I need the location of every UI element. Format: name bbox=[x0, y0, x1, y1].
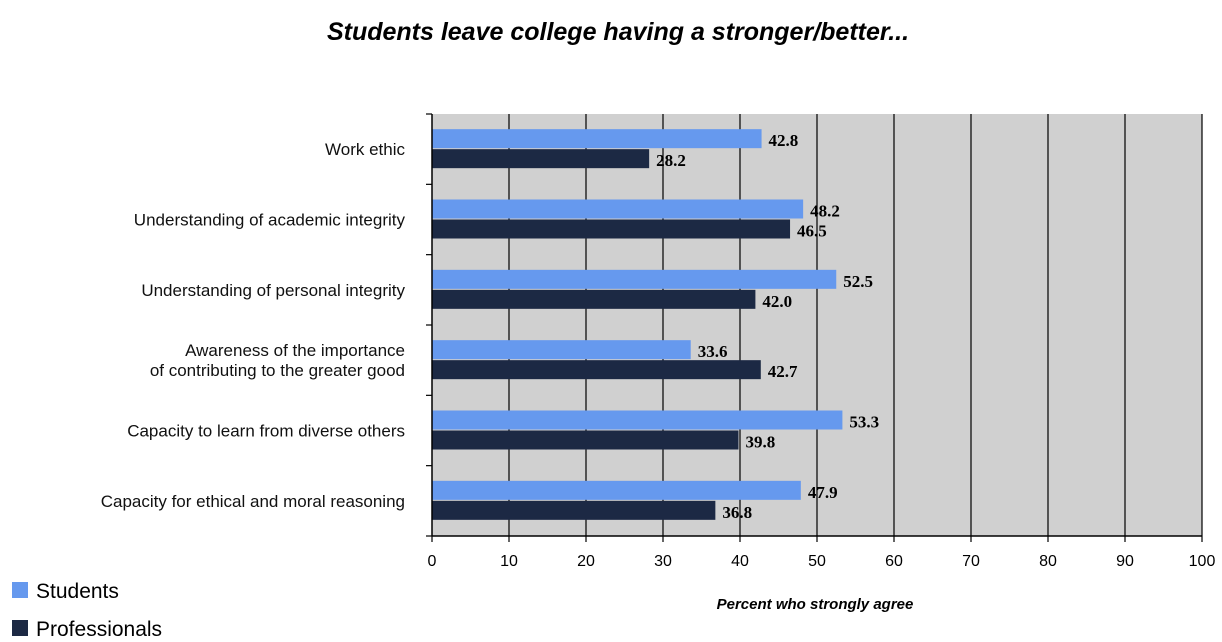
x-tick-label: 20 bbox=[577, 553, 595, 570]
bar-students bbox=[432, 269, 837, 289]
data-label: 48.2 bbox=[810, 202, 840, 221]
bar-students bbox=[432, 480, 801, 500]
legend: Students Professionals bbox=[12, 580, 162, 641]
data-label: 42.8 bbox=[769, 131, 799, 150]
x-tick-label: 100 bbox=[1189, 553, 1216, 570]
data-label: 39.8 bbox=[745, 433, 775, 452]
data-label: 47.9 bbox=[808, 483, 838, 502]
x-tick-label: 10 bbox=[500, 553, 518, 570]
category-label: of contributing to the greater good bbox=[150, 361, 405, 380]
data-label: 53.3 bbox=[849, 413, 879, 432]
data-label: 28.2 bbox=[656, 151, 686, 170]
bar-professionals bbox=[432, 500, 716, 520]
x-tick-label: 0 bbox=[428, 553, 437, 570]
category-label: Understanding of personal integrity bbox=[141, 281, 405, 300]
category-label: Capacity to learn from diverse others bbox=[127, 422, 405, 441]
data-label: 33.6 bbox=[698, 342, 728, 361]
data-label: 46.5 bbox=[797, 222, 827, 241]
x-axis-label: Percent who strongly agree bbox=[717, 596, 914, 613]
bar-students bbox=[432, 129, 762, 149]
data-label: 52.5 bbox=[843, 272, 873, 291]
data-label: 42.0 bbox=[762, 292, 792, 311]
axes bbox=[426, 113, 1203, 542]
chart-title: Students leave college having a stronger… bbox=[327, 18, 909, 46]
x-tick-label: 30 bbox=[654, 553, 672, 570]
legend-swatch-professionals bbox=[12, 620, 28, 636]
x-tick-label: 40 bbox=[731, 553, 749, 570]
bars bbox=[432, 129, 843, 520]
x-tick-label: 90 bbox=[1116, 553, 1134, 570]
x-tick-label: 50 bbox=[808, 553, 826, 570]
category-label: Understanding of academic integrity bbox=[134, 211, 406, 230]
category-label: Work ethic bbox=[325, 140, 405, 159]
category-label: Capacity for ethical and moral reasoning bbox=[101, 492, 405, 511]
data-label: 36.8 bbox=[722, 503, 752, 522]
data-label: 42.7 bbox=[768, 362, 798, 381]
bar-professionals bbox=[432, 360, 761, 380]
labels: 0 10 20 30 40 50 60 70 80 90 100 Work ethic 42.8 28.2… bbox=[101, 131, 1216, 570]
bar-professionals bbox=[432, 289, 756, 309]
bar-professionals bbox=[432, 430, 739, 450]
legend-label: Professionals bbox=[36, 618, 162, 641]
bar-professionals bbox=[432, 149, 650, 169]
legend-label: Students bbox=[36, 580, 119, 603]
x-tick-label: 80 bbox=[1039, 553, 1057, 570]
grid-lines bbox=[508, 114, 1203, 536]
bar-students bbox=[432, 199, 804, 219]
bar-professionals bbox=[432, 219, 791, 239]
legend-swatch-students bbox=[12, 582, 28, 598]
bar-students bbox=[432, 340, 691, 360]
category-label: Awareness of the importance bbox=[185, 341, 405, 360]
x-tick-label: 60 bbox=[885, 553, 903, 570]
bar-students bbox=[432, 410, 843, 430]
x-tick-label: 70 bbox=[962, 553, 980, 570]
